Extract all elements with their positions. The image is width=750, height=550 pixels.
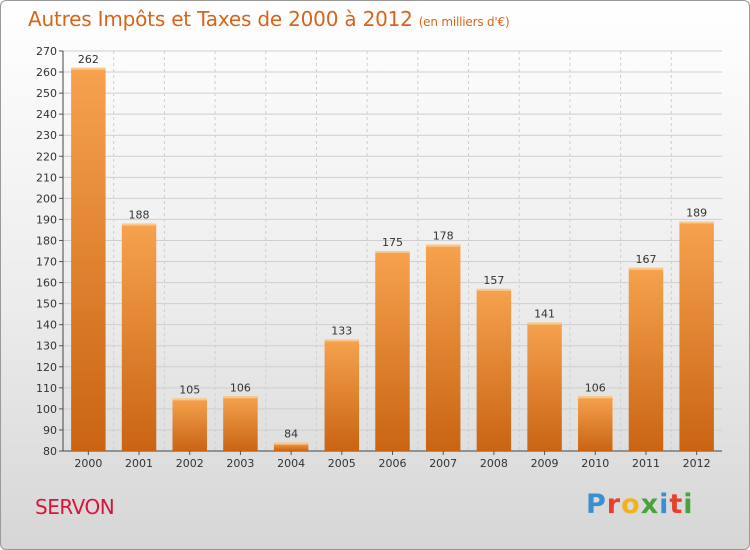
data-label-2006: 175	[382, 236, 403, 249]
y-tick-label-100: 100	[36, 403, 57, 416]
x-tick-label-2008: 2008	[480, 457, 508, 470]
bar-highlight-2006	[375, 251, 410, 253]
y-tick-label-200: 200	[36, 192, 57, 205]
x-tick-label-2010: 2010	[581, 457, 609, 470]
bar-highlight-2007	[425, 244, 461, 247]
bar-highlight-2010	[578, 396, 613, 399]
x-tick-label-2002: 2002	[176, 457, 204, 470]
data-label-2007: 178	[433, 230, 454, 243]
y-tick-label-120: 120	[36, 361, 57, 374]
y-tick-label-170: 170	[36, 256, 57, 269]
y-tick-label-130: 130	[36, 340, 57, 353]
bar-highlight-2001	[121, 223, 157, 226]
chart-title: Autres Impôts et Taxes de 2000 à 2012 (en…	[28, 7, 510, 31]
x-tick-label-2011: 2011	[632, 457, 660, 470]
data-label-2012: 189	[686, 207, 707, 220]
label-layer: 262 2000 188 2001 105 2002 106 2003 84 2004 133 200…	[74, 53, 710, 470]
bar-highlight-2011	[628, 267, 664, 270]
logo-letter: r	[606, 489, 622, 520]
bar-2003	[223, 396, 258, 451]
bar-highlight-2004	[273, 442, 309, 445]
data-label-2004: 84	[284, 428, 298, 441]
data-label-2002: 105	[179, 383, 200, 396]
place-name: SERVON	[35, 495, 115, 519]
y-tick-label-90: 90	[43, 424, 57, 437]
y-tick-label-110: 110	[36, 382, 57, 395]
bar-highlight-2009	[527, 322, 562, 325]
bar-highlight-2008	[476, 288, 512, 291]
y-tick-label-140: 140	[36, 319, 57, 332]
bar-highlight-2012	[679, 221, 714, 224]
y-tick-label-240: 240	[36, 108, 57, 121]
y-tick-label-150: 150	[36, 298, 57, 311]
x-tick-label-2003: 2003	[226, 457, 254, 470]
y-tick-label-80: 80	[43, 445, 57, 458]
logo-letter: t	[669, 489, 684, 520]
chart-title-text: Autres Impôts et Taxes de 2000 à 2012	[28, 7, 413, 31]
logo-letter: P	[586, 489, 607, 520]
data-label-2011: 167	[635, 253, 656, 266]
data-label-2010: 106	[585, 381, 606, 394]
y-tick-label-210: 210	[36, 171, 57, 184]
bar-chart: 8090100110120130140150160170180190200210…	[36, 45, 722, 470]
bar-2011	[628, 267, 664, 451]
x-tick-label-2007: 2007	[429, 457, 457, 470]
bar-2012	[679, 221, 714, 451]
x-tick-label-2009: 2009	[531, 457, 559, 470]
logo-letter: i	[683, 489, 694, 520]
bar-2007	[425, 244, 461, 451]
bar-highlight-2005	[324, 339, 360, 342]
proxiti-logo: Proxiti	[586, 489, 694, 520]
y-tick-label-260: 260	[36, 66, 57, 79]
y-tick-label-190: 190	[36, 213, 57, 226]
x-tick-label-2001: 2001	[125, 457, 153, 470]
y-tick-label-180: 180	[36, 234, 57, 247]
bar-highlight-2003	[223, 396, 258, 399]
y-tick-label-270: 270	[36, 45, 57, 58]
data-label-2001: 188	[129, 209, 150, 222]
data-label-2000: 262	[78, 53, 99, 66]
data-label-2003: 106	[230, 381, 251, 394]
bar-2000	[71, 67, 106, 451]
data-label-2005: 133	[331, 324, 352, 337]
logo-letter: i	[659, 489, 670, 520]
logo-letter: o	[621, 489, 641, 520]
x-tick-label-2006: 2006	[379, 457, 407, 470]
y-tick-label-230: 230	[36, 129, 57, 142]
bar-2001	[121, 223, 157, 451]
bar-highlight-2000	[71, 67, 106, 70]
bar-2004	[273, 442, 309, 451]
x-tick-label-2012: 2012	[683, 457, 711, 470]
y-tick-label-250: 250	[36, 87, 57, 100]
y-tick-label-160: 160	[36, 277, 57, 290]
bar-layer	[71, 67, 714, 451]
bar-2009	[527, 322, 562, 451]
bar-2005	[324, 339, 360, 451]
logo-letter: x	[640, 489, 660, 520]
bar-2010	[578, 396, 613, 451]
data-label-2009: 141	[534, 308, 555, 321]
x-tick-label-2000: 2000	[74, 457, 102, 470]
chart-unit: (en milliers d'€)	[418, 15, 510, 29]
data-label-2008: 157	[483, 274, 504, 287]
x-tick-label-2005: 2005	[328, 457, 356, 470]
bar-2008	[476, 288, 512, 451]
bar-2002	[172, 398, 207, 451]
bar-2006	[375, 251, 410, 451]
y-tick-label-220: 220	[36, 150, 57, 163]
x-tick-label-2004: 2004	[277, 457, 305, 470]
bar-highlight-2002	[172, 398, 207, 401]
